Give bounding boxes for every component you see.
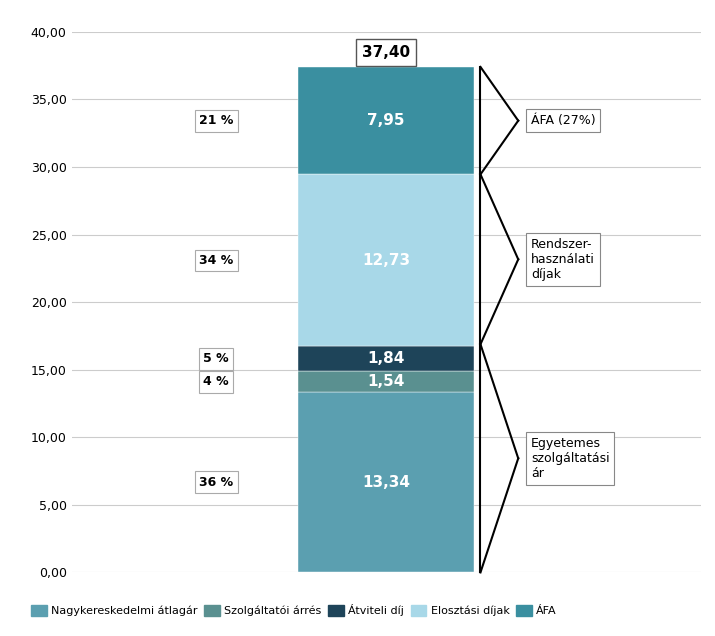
Text: 4 %: 4 %: [203, 375, 229, 388]
Text: 12,73: 12,73: [362, 253, 410, 268]
Bar: [298, 371, 474, 392]
Text: 21 %: 21 %: [199, 114, 233, 127]
Text: Egyetemes
szolgáltatási
ár: Egyetemes szolgáltatási ár: [531, 437, 609, 480]
Text: Rendszer-
használati
díjak: Rendszer- használati díjak: [531, 238, 595, 281]
Text: 37,40: 37,40: [362, 45, 410, 60]
Text: 36 %: 36 %: [199, 476, 233, 488]
Text: 34 %: 34 %: [199, 254, 233, 267]
Bar: [298, 347, 474, 371]
Text: 13,34: 13,34: [362, 474, 410, 490]
Text: 7,95: 7,95: [368, 113, 405, 128]
Text: 5 %: 5 %: [203, 352, 229, 365]
Bar: [298, 67, 474, 174]
Text: ÁFA (27%): ÁFA (27%): [531, 114, 596, 127]
Bar: [298, 392, 474, 572]
Text: 1,54: 1,54: [368, 374, 405, 389]
Bar: [298, 174, 474, 347]
Text: 1,84: 1,84: [368, 351, 405, 366]
Legend: Nagykereskedelmi átlagár, Szolgáltatói árrés, Átviteli díj, Elosztási díjak, ÁFA: Nagykereskedelmi átlagár, Szolgáltatói á…: [26, 600, 561, 621]
